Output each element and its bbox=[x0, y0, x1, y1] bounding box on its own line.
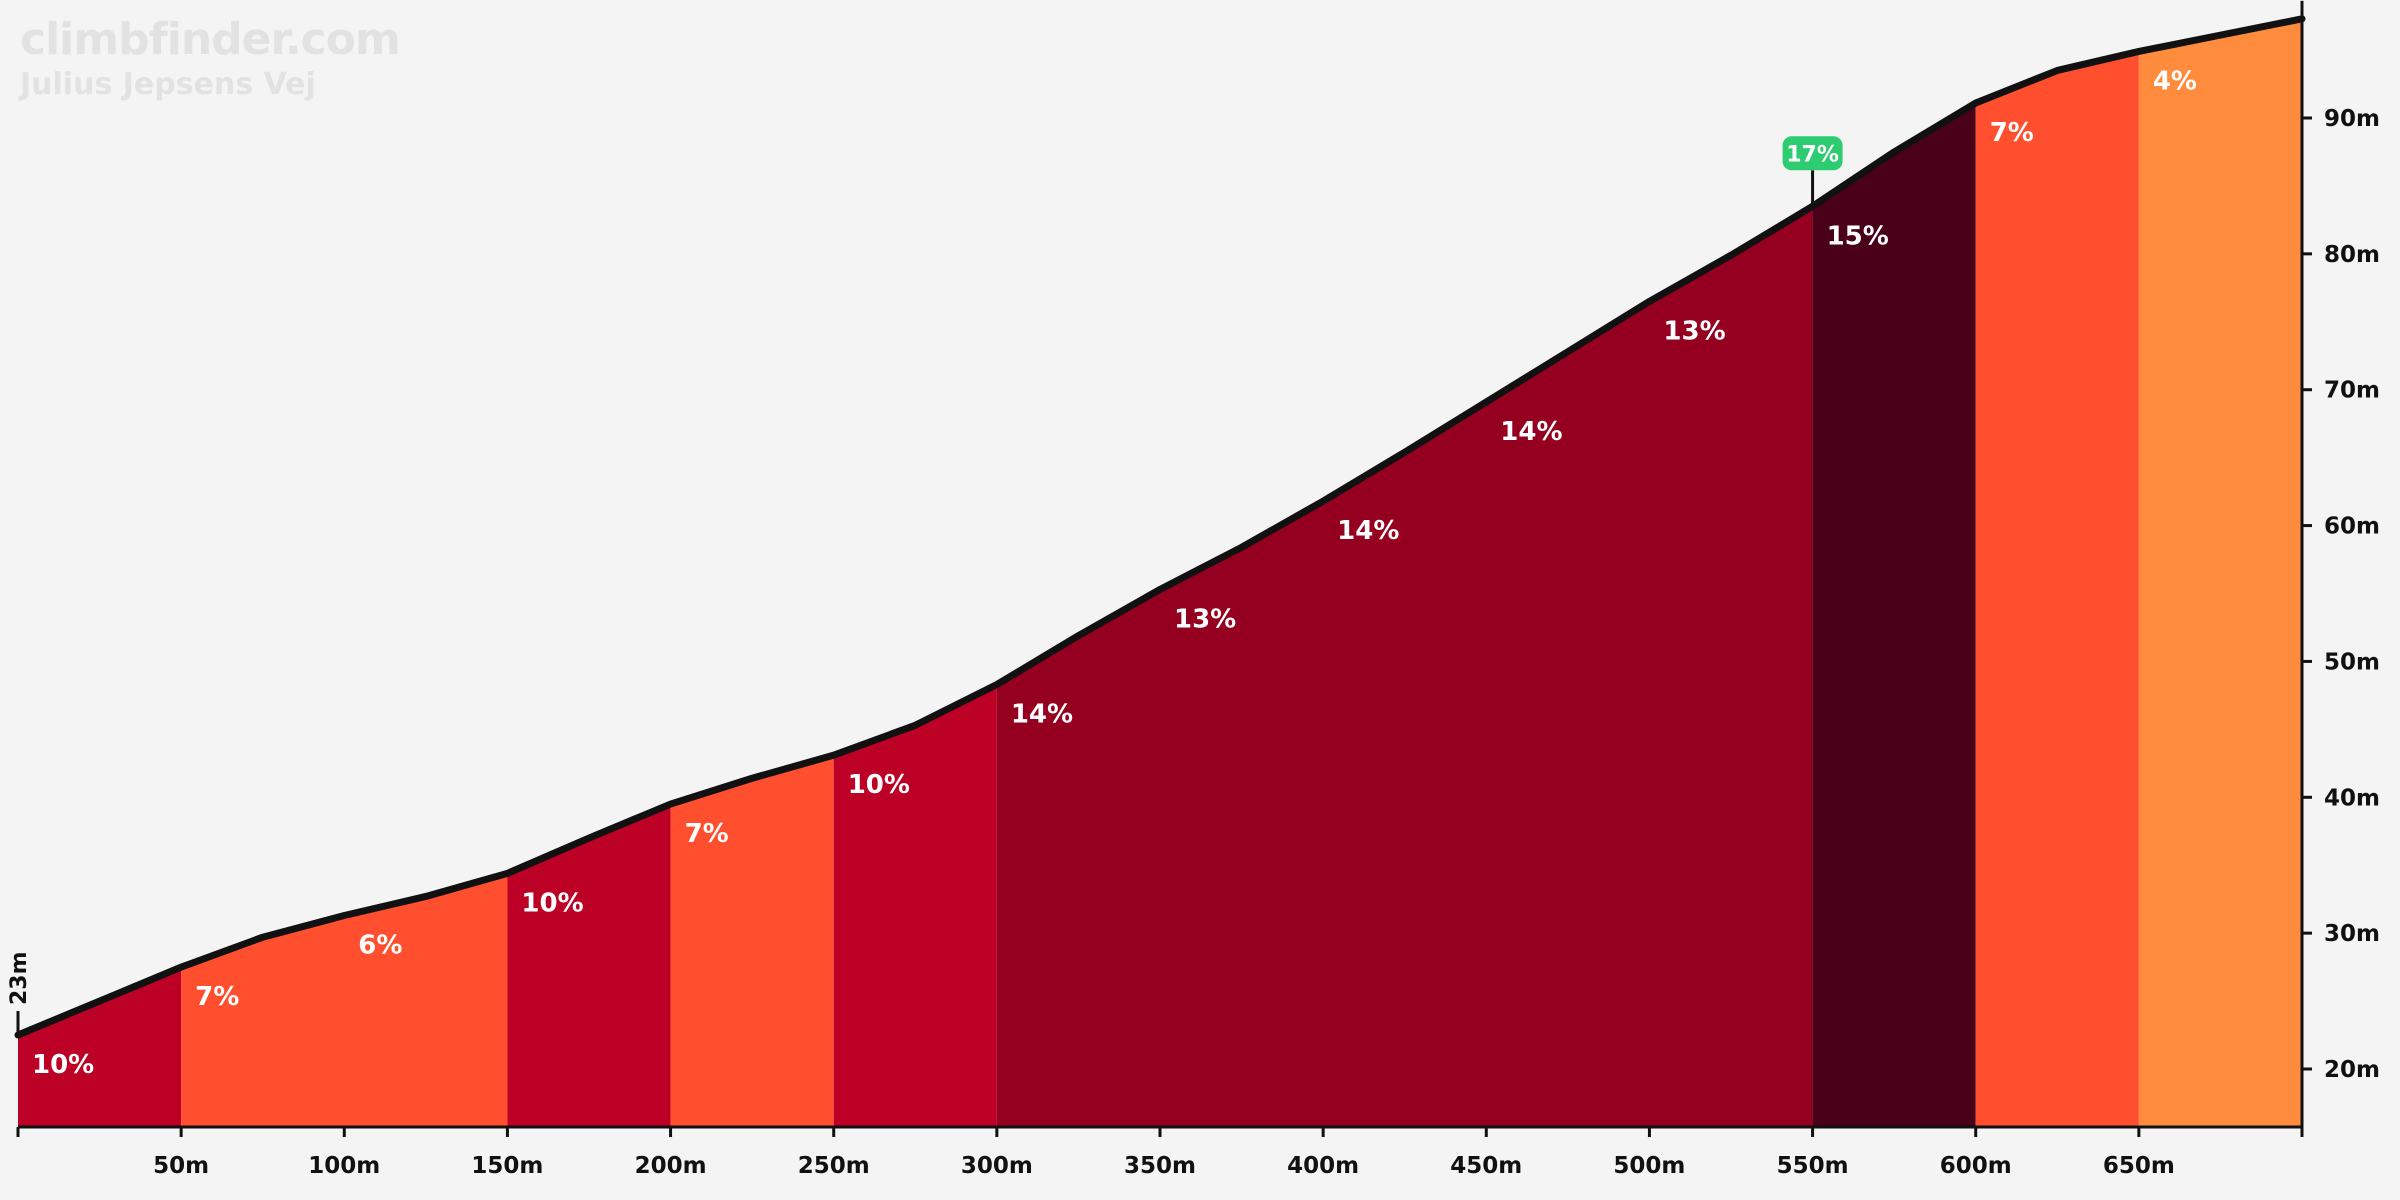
y-tick-label: 90m bbox=[2324, 106, 2380, 132]
x-tick-label: 300m bbox=[961, 1153, 1033, 1179]
segment-fill-300-550 bbox=[996, 206, 1813, 1128]
x-tick-label: 100m bbox=[308, 1153, 380, 1179]
segment-fill-600-650 bbox=[1975, 51, 2139, 1127]
segment-fill-50-150 bbox=[181, 873, 508, 1127]
segment-fill-250-300 bbox=[833, 684, 997, 1127]
segment-label: 14% bbox=[1337, 516, 1399, 546]
brand-watermark: climbfinder.com bbox=[20, 14, 401, 65]
segment-label: 7% bbox=[685, 819, 729, 849]
x-tick-label: 650m bbox=[2103, 1153, 2175, 1179]
segment-label: 10% bbox=[848, 770, 910, 800]
chart-axes: 50m 100m 150m 200m 250m 300m 350m 400m 450m 500m 5… bbox=[7, 0, 2380, 1179]
x-tick-label: 550m bbox=[1777, 1153, 1849, 1179]
y-tick-label: 20m bbox=[2324, 1057, 2380, 1083]
segment-fill-650-700 bbox=[2138, 18, 2302, 1127]
max-gradient-badge: 17% bbox=[1782, 136, 1843, 207]
start-elevation-label: 23m bbox=[7, 951, 32, 1005]
y-tick-label: 60m bbox=[2324, 514, 2380, 540]
segment-fill-550-600 bbox=[1812, 103, 1976, 1127]
segment-fill-150-200 bbox=[507, 804, 671, 1127]
segment-label: 7% bbox=[1990, 118, 2034, 148]
x-tick-label: 400m bbox=[1287, 1153, 1359, 1179]
profile-outline bbox=[14, 15, 2306, 1039]
x-tick-label: 500m bbox=[1613, 1153, 1685, 1179]
y-tick-label: 70m bbox=[2324, 378, 2380, 404]
segment-label: 10% bbox=[32, 1050, 94, 1080]
segment-fill-200-250 bbox=[670, 755, 834, 1127]
x-tick-label: 600m bbox=[1940, 1153, 2012, 1179]
segment-label: 6% bbox=[358, 930, 402, 960]
segment-label: 14% bbox=[1011, 700, 1073, 730]
y-tick-label: 40m bbox=[2324, 785, 2380, 811]
y-tick-label: 80m bbox=[2324, 242, 2380, 268]
badge-label: 17% bbox=[1786, 142, 1839, 167]
badge-box bbox=[1782, 136, 1843, 171]
segment-label: 7% bbox=[195, 982, 239, 1012]
profile-line bbox=[14, 15, 2306, 1039]
y-tick-label: 30m bbox=[2324, 921, 2380, 947]
segment-label: 13% bbox=[1174, 604, 1236, 634]
segment-label: 15% bbox=[1827, 221, 1889, 251]
x-tick-label: 450m bbox=[1450, 1153, 1522, 1179]
x-tick-label: 150m bbox=[471, 1153, 543, 1179]
segment-grade-labels: 10% 7% 6% 10% 7% 10% 14% 13% 14% 14% 13% 15% 7% 4% bbox=[32, 66, 2197, 1080]
x-tick-label: 50m bbox=[153, 1153, 209, 1179]
segment-label: 14% bbox=[1500, 417, 1562, 447]
segment-fills bbox=[18, 18, 2302, 1128]
segment-label: 13% bbox=[1663, 316, 1725, 346]
climb-name: Julius Jepsens Vej bbox=[20, 67, 316, 102]
y-tick-label: 50m bbox=[2324, 649, 2380, 675]
x-tick-label: 350m bbox=[1124, 1153, 1196, 1179]
x-tick-label: 200m bbox=[635, 1153, 707, 1179]
segment-label: 10% bbox=[521, 888, 583, 918]
segment-fill-0-50 bbox=[18, 967, 182, 1127]
segment-label: 4% bbox=[2153, 66, 2197, 96]
x-tick-label: 250m bbox=[798, 1153, 870, 1179]
